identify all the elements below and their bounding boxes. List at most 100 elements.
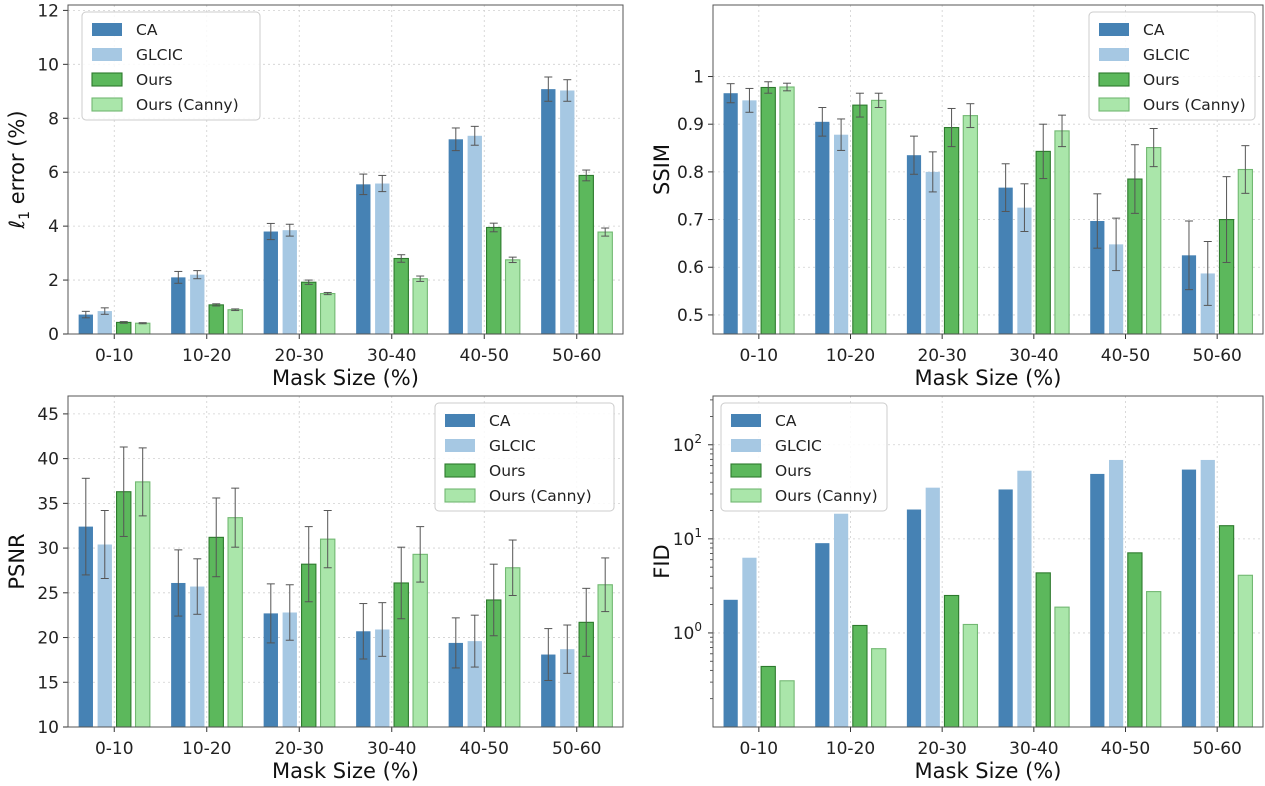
error-bar bbox=[193, 558, 202, 615]
bar-ours-canny-10-20 bbox=[871, 648, 887, 728]
error-bar bbox=[397, 254, 406, 263]
bar-ours-10-20 bbox=[852, 624, 868, 728]
bar-ca-40-50 bbox=[1090, 220, 1105, 334]
error-bar bbox=[304, 526, 313, 603]
error-bar bbox=[563, 79, 572, 102]
bar-ca-40-50 bbox=[1090, 473, 1105, 727]
y-tick-base: 10 bbox=[673, 624, 695, 644]
x-tick-label: 20-30 bbox=[917, 346, 966, 366]
legend-label: GLCIC bbox=[136, 46, 183, 64]
x-axis-title: Mask Size (%) bbox=[915, 759, 1062, 783]
error-bar bbox=[489, 222, 498, 233]
legend-swatch bbox=[91, 72, 123, 87]
bar-ours-0-10 bbox=[116, 321, 132, 335]
bar-ours-0-10 bbox=[760, 665, 776, 728]
bar-ca-10-20 bbox=[171, 582, 186, 727]
legend: CA GLCIC Ours Ours (Canny) bbox=[1088, 11, 1256, 121]
bar-glcic-0-10 bbox=[97, 544, 112, 727]
bar-ours-canny-40-50 bbox=[504, 259, 521, 335]
y-tick-exponent: 2 bbox=[694, 432, 702, 446]
y-tick-label: 0.7 bbox=[677, 211, 704, 231]
legend-swatch bbox=[444, 463, 476, 478]
error-bar bbox=[1130, 144, 1139, 214]
bar-ca-0-10 bbox=[723, 93, 738, 334]
y-tick-label: 1 bbox=[693, 68, 704, 88]
bar-ours-20-30 bbox=[943, 594, 960, 728]
x-tick-label: 0-10 bbox=[95, 739, 134, 759]
y-axis-title: FID bbox=[650, 544, 674, 578]
bar-ca-30-40 bbox=[356, 184, 371, 334]
x-axis-title: Mask Size (%) bbox=[915, 366, 1062, 390]
bar-ca-20-30 bbox=[263, 613, 278, 727]
x-tick-label: 30-40 bbox=[1009, 346, 1058, 366]
y-axis-title: PSNR bbox=[5, 533, 29, 589]
bar-ca-50-60 bbox=[541, 654, 556, 727]
error-bar bbox=[818, 107, 827, 137]
bar-ca-40-50 bbox=[448, 642, 463, 727]
y-tick-label: 0.5 bbox=[677, 306, 704, 326]
x-tick-label: 20-30 bbox=[275, 739, 324, 759]
error-bar bbox=[416, 526, 425, 583]
legend-swatch bbox=[1099, 23, 1129, 36]
legend-swatch bbox=[731, 414, 761, 427]
x-tick-label: 30-40 bbox=[367, 739, 416, 759]
error-bar bbox=[285, 584, 294, 641]
error-bar bbox=[601, 227, 610, 237]
error-bar bbox=[1020, 183, 1029, 232]
bar-glcic-40-50 bbox=[467, 641, 482, 727]
error-bar bbox=[489, 563, 498, 637]
legend-swatch bbox=[445, 414, 475, 427]
y-tick-label: 0.8 bbox=[677, 163, 704, 183]
bar-ca-10-20 bbox=[815, 121, 830, 334]
x-tick-label: 20-30 bbox=[275, 346, 324, 366]
bar-glcic-0-10 bbox=[97, 311, 112, 334]
error-bar bbox=[451, 127, 460, 152]
y-tick-exponent: 0 bbox=[694, 620, 702, 634]
error-bar bbox=[837, 118, 846, 151]
x-tick-label: 10-20 bbox=[826, 739, 875, 759]
error-bar bbox=[508, 539, 517, 596]
bar-ca-0-10 bbox=[78, 314, 93, 334]
y-tick-label: 10 bbox=[37, 55, 59, 75]
legend-frame bbox=[720, 402, 888, 512]
y-tick-label: 15 bbox=[37, 673, 59, 693]
error-bar bbox=[1184, 220, 1193, 291]
bar-glcic-0-10 bbox=[742, 557, 757, 727]
bar-ca-30-40 bbox=[356, 631, 371, 727]
bar-ours-canny-0-10 bbox=[779, 680, 795, 728]
error-bar bbox=[783, 82, 792, 92]
bar-glcic-20-30 bbox=[925, 487, 940, 727]
bar-glcic-40-50 bbox=[1109, 459, 1124, 727]
legend-label: Ours bbox=[489, 462, 525, 480]
legend-label: CA bbox=[1143, 21, 1165, 39]
legend-label: Ours bbox=[1143, 71, 1179, 89]
bar-glcic-0-10 bbox=[742, 100, 757, 334]
error-bar bbox=[1149, 127, 1158, 168]
error-bar bbox=[563, 624, 572, 674]
x-tick-label: 50-60 bbox=[1192, 739, 1241, 759]
error-bar bbox=[323, 291, 332, 296]
error-bar bbox=[119, 321, 128, 324]
legend-swatch bbox=[730, 463, 762, 478]
bar-glcic-10-20 bbox=[834, 513, 849, 727]
x-axis-title: Mask Size (%) bbox=[272, 366, 419, 390]
bar-glcic-10-20 bbox=[834, 134, 849, 334]
error-bar bbox=[81, 310, 90, 319]
error-bar bbox=[231, 308, 240, 312]
error-bar bbox=[508, 256, 517, 264]
error-bar bbox=[378, 174, 387, 193]
bar-glcic-50-60 bbox=[560, 649, 575, 727]
bar-ours-50-60 bbox=[578, 174, 594, 335]
y-tick-label: 25 bbox=[37, 584, 59, 604]
legend-label: Ours (Canny) bbox=[489, 487, 592, 505]
y-tick-base: 10 bbox=[673, 436, 695, 456]
bar-ours-canny-20-30 bbox=[319, 292, 336, 335]
error-bar bbox=[266, 583, 275, 644]
y-axis-title: SSIM bbox=[650, 144, 674, 195]
error-bar bbox=[745, 87, 754, 113]
bar-glcic-20-30 bbox=[282, 612, 297, 727]
plot-frame bbox=[712, 4, 1264, 335]
bar-ca-10-20 bbox=[171, 277, 186, 334]
bar-ours-canny-30-40 bbox=[412, 278, 428, 335]
bar-ours-canny-40-50 bbox=[1146, 147, 1162, 335]
